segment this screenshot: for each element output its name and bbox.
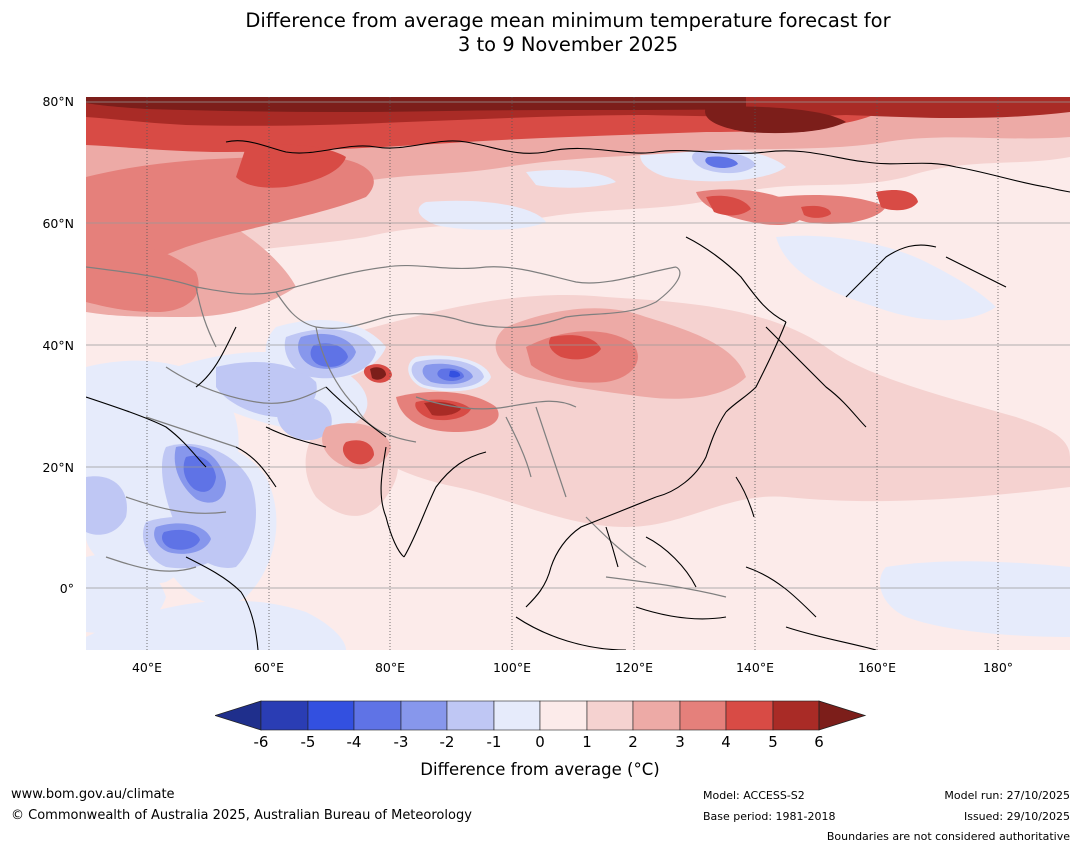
footer-base-period: Base period: 1981-2018 [703,810,836,823]
colorbar-tick: 5 [768,733,778,751]
colorbar-segment [353,700,402,731]
colorbar-tick: 6 [814,733,824,751]
country-borders [86,264,727,598]
colorbar-tick: -3 [393,733,409,751]
lat-label-20n: 20°N [42,460,74,475]
colorbar-segment [446,700,495,731]
colorbar-segment [493,700,541,731]
colorbar-tick: 1 [582,733,592,751]
colorbar-extend-low [215,700,262,731]
colorbar-tick: -1 [486,733,502,751]
footer-model-run: Model run: 27/10/2025 [944,789,1070,802]
footer-disclaimer: Boundaries are not considered authoritat… [826,830,1070,843]
anomaly-band-cool [86,145,1070,650]
forecast-map: 80°N 60°N 40°N 20°N 0° 40°E 60°E 80°E 10… [42,94,1070,675]
footer-model: Model: ACCESS-S2 [703,789,805,802]
lon-label-100e: 100°E [492,660,531,675]
colorbar-segment [725,700,774,731]
coastlines [86,140,1070,650]
lat-label-0: 0° [59,581,74,596]
colorbar-tick: 4 [721,733,731,751]
lon-label-160e: 160°E [857,660,896,675]
colorbar-tick: -4 [346,733,362,751]
colorbar-segment [679,700,727,731]
title-line-2: 3 to 9 November 2025 [457,33,679,56]
footer-issued: Issued: 29/10/2025 [963,810,1070,823]
colorbar-extend-high [818,700,867,731]
colorbar [215,700,867,731]
colorbar-tick: 2 [628,733,638,751]
colorbar-segment [772,700,820,731]
footer-copyright: © Commonwealth of Australia 2025, Austra… [11,808,472,823]
colorbar-tick: -6 [253,733,269,751]
lon-label-80e: 80°E [374,660,406,675]
lat-label-40n: 40°N [42,338,74,353]
lon-label-60e: 60°E [253,660,285,675]
anomaly-band-warm [86,97,1070,469]
colorbar-tick: -2 [439,733,455,751]
meridians [146,97,999,650]
colorbar-tick: 0 [535,733,545,751]
map-canvas [86,97,1070,650]
lon-label-180: 180° [982,660,1014,675]
colorbar-segment [539,700,588,731]
colorbar-label: Difference from average (°C) [420,760,660,779]
colorbar-segment [260,700,309,731]
colorbar-segment [632,700,681,731]
colorbar-segment [307,700,355,731]
lat-label-60n: 60°N [42,216,74,231]
lon-label-40e: 40°E [131,660,163,675]
lon-label-140e: 140°E [735,660,774,675]
footer-website-link[interactable]: www.bom.gov.au/climate [11,787,175,802]
colorbar-tick: 3 [675,733,685,751]
chart-title: Difference from average mean minimum tem… [0,9,1081,57]
lon-label-120e: 120°E [614,660,653,675]
title-line-1: Difference from average mean minimum tem… [245,9,891,32]
lat-label-80n: 80°N [42,94,74,109]
gridlines [86,101,1070,589]
colorbar-tick: -5 [300,733,316,751]
colorbar-segment [586,700,634,731]
colorbar-segment [400,700,448,731]
